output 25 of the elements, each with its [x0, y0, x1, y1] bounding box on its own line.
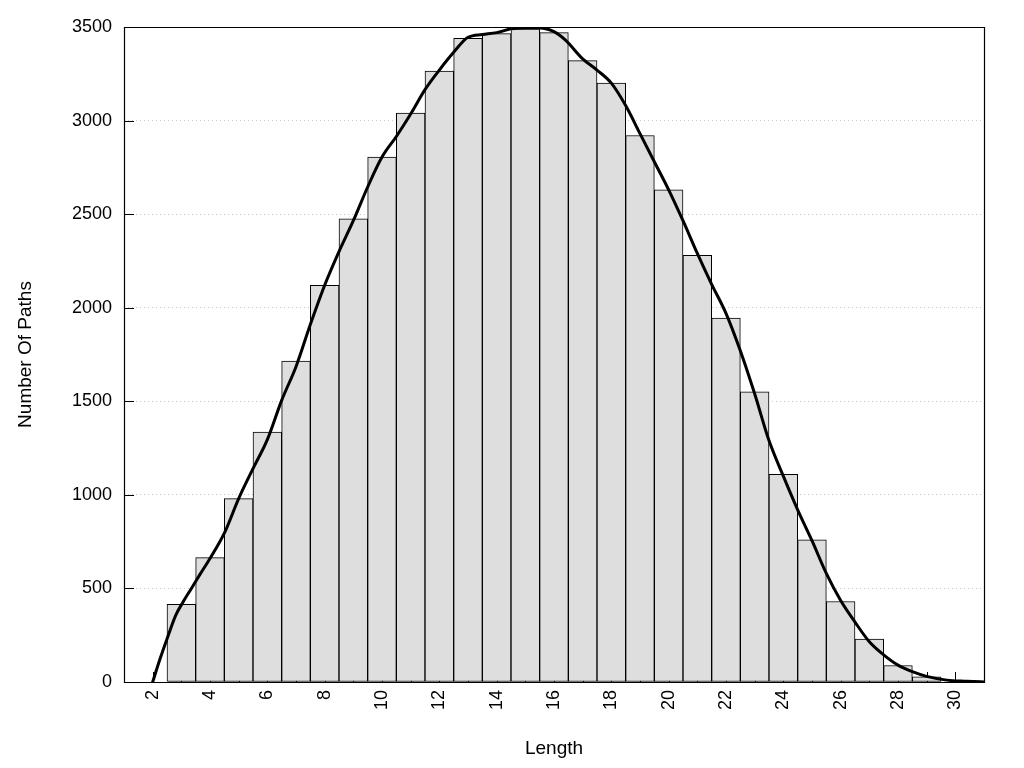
x-tick-label: 20	[657, 690, 678, 711]
x-tick-label: 22	[714, 690, 735, 711]
y-tick-label: 1000	[71, 483, 112, 504]
x-tick-label: 28	[886, 690, 907, 711]
x-tick-label: 8	[313, 690, 334, 701]
y-tick-label: 3500	[71, 15, 112, 36]
x-tick-label: 16	[542, 690, 563, 711]
x-tick-label: 4	[198, 690, 219, 701]
x-tick-label: 26	[829, 690, 850, 711]
x-tick-label: 14	[485, 690, 506, 711]
y-tick-label: 2000	[71, 296, 112, 317]
x-tick-label: 12	[428, 690, 449, 711]
x-tick-label: 6	[256, 690, 277, 701]
y-tick-label: 500	[81, 577, 112, 598]
y-tick-label: 1500	[71, 390, 112, 411]
y-tick-label: 2500	[71, 203, 112, 224]
x-tick-label: 18	[600, 690, 621, 711]
y-tick-label: 0	[101, 670, 112, 691]
x-tick-label: 30	[944, 690, 965, 711]
y-axis-title: Number Of Paths	[13, 281, 35, 428]
x-axis-title: Length	[524, 736, 584, 758]
x-tick-label: 24	[772, 690, 793, 711]
y-tick-label: 3000	[71, 109, 112, 130]
x-tick-label: 2	[141, 690, 162, 701]
x-tick-label: 10	[370, 690, 391, 711]
